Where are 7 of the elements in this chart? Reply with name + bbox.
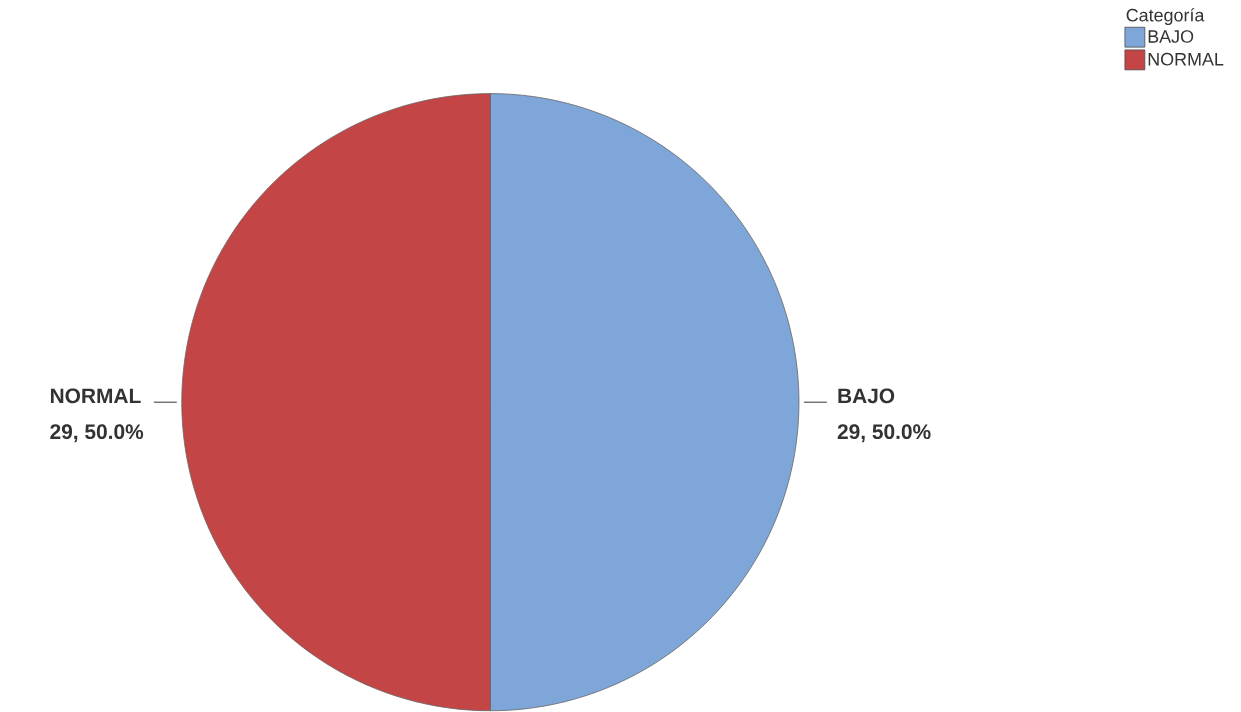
legend-label: BAJO [1148,30,1194,43]
legend-title: Categoría [1126,8,1205,26]
legend-label: NORMAL [1148,52,1224,66]
data-label: 29, 50.0% [50,424,144,443]
slice-label: NORMAL [50,388,141,404]
slice-label: BAJO [838,388,895,404]
data-label: 29, 50.0% [837,424,931,443]
